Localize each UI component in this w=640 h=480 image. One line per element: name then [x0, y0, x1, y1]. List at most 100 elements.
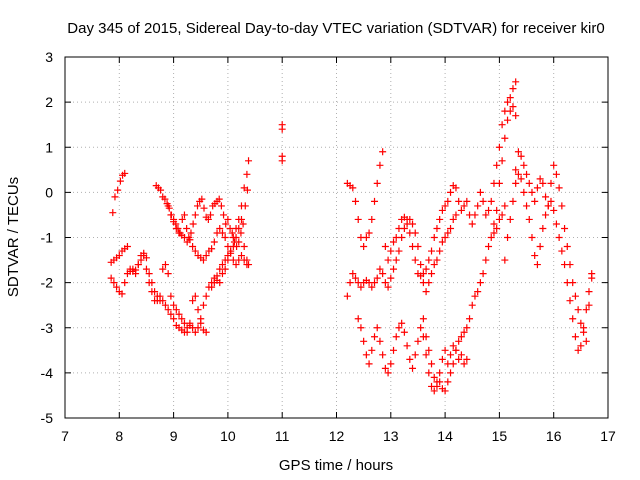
data-point [436, 247, 444, 255]
data-point [180, 234, 188, 241]
series-trace-f [208, 215, 253, 291]
data-point [509, 85, 517, 93]
data-point [140, 252, 148, 260]
data-point [493, 224, 501, 232]
data-point [501, 256, 509, 264]
data-point [142, 265, 150, 273]
data-point [452, 211, 460, 219]
data-point [460, 360, 468, 368]
data-point [349, 184, 357, 192]
data-point [218, 270, 226, 278]
data-point [180, 211, 188, 219]
data-point [460, 328, 468, 336]
data-point [425, 279, 433, 287]
data-point [180, 328, 188, 336]
data-point [198, 195, 206, 203]
data-point [164, 306, 172, 314]
data-point [498, 157, 506, 165]
data-point [218, 261, 226, 269]
data-point [346, 279, 354, 287]
y-tick-label: -2 [41, 275, 54, 291]
data-point [425, 346, 433, 354]
data-point [523, 170, 531, 178]
data-point [278, 157, 286, 165]
data-point [482, 256, 490, 264]
data-point [392, 256, 400, 264]
data-point [237, 215, 245, 223]
data-point [164, 202, 172, 210]
data-point [561, 224, 569, 232]
data-point [468, 220, 476, 228]
data-point [148, 288, 156, 296]
data-point [433, 224, 441, 232]
data-point [490, 229, 498, 237]
data-point [580, 324, 588, 332]
series-trace-e [164, 202, 251, 269]
data-point [542, 211, 550, 219]
y-axis-title: SDTVAR / TECUs [5, 177, 22, 297]
data-point [187, 229, 195, 237]
data-point [381, 243, 389, 251]
y-tick-label: 0 [45, 184, 53, 200]
data-point [116, 177, 124, 185]
y-axis: -5 -4 -3 -2 -1 0 1 2 3 [41, 49, 608, 426]
data-point [111, 193, 119, 201]
x-tick-label: 8 [115, 428, 123, 444]
data-point [409, 220, 417, 228]
data-point [379, 148, 387, 156]
data-point [373, 179, 381, 187]
data-point [457, 351, 465, 359]
data-point [531, 252, 539, 260]
data-point [571, 333, 579, 341]
data-point [444, 378, 452, 386]
data-point [245, 261, 253, 269]
data-point [536, 175, 544, 183]
data-point [202, 252, 210, 260]
data-point [447, 351, 455, 359]
data-point [199, 256, 207, 264]
data-point [373, 274, 381, 282]
data-point [563, 243, 571, 251]
data-point [352, 274, 360, 282]
data-point [512, 78, 520, 86]
data-point [406, 355, 414, 363]
data-point [189, 220, 197, 228]
data-point [476, 279, 484, 287]
y-tick-label: -5 [41, 410, 54, 426]
x-tick-label: 7 [61, 428, 69, 444]
data-point [170, 315, 178, 323]
data-point [476, 188, 484, 196]
data-point [539, 224, 547, 232]
data-point [202, 328, 210, 336]
data-point [243, 186, 251, 194]
data-point [379, 351, 387, 359]
data-point [525, 179, 533, 187]
data-point [466, 315, 474, 323]
data-point [226, 224, 234, 232]
data-point [512, 179, 520, 187]
x-axis: 7 8 9 10 11 12 13 14 15 16 17 [61, 57, 616, 444]
data-point [360, 243, 368, 251]
data-point [159, 297, 167, 305]
data-point [167, 292, 175, 300]
data-point [228, 229, 236, 237]
data-point [422, 351, 430, 359]
data-point [449, 360, 457, 368]
data-point [243, 256, 251, 264]
data-point [495, 143, 503, 151]
y-tick-label: -3 [41, 320, 54, 336]
data-point [390, 238, 398, 246]
data-point [224, 252, 232, 260]
data-point [221, 234, 229, 241]
data-point [493, 206, 501, 214]
data-point [447, 224, 455, 232]
y-tick-label: 2 [45, 94, 53, 110]
data-point [419, 315, 427, 323]
data-point [463, 324, 471, 332]
data-point [425, 369, 433, 377]
data-point [243, 170, 251, 178]
data-point [533, 184, 541, 192]
grid-lines [65, 57, 608, 418]
data-point [512, 112, 520, 120]
data-point [479, 197, 487, 205]
